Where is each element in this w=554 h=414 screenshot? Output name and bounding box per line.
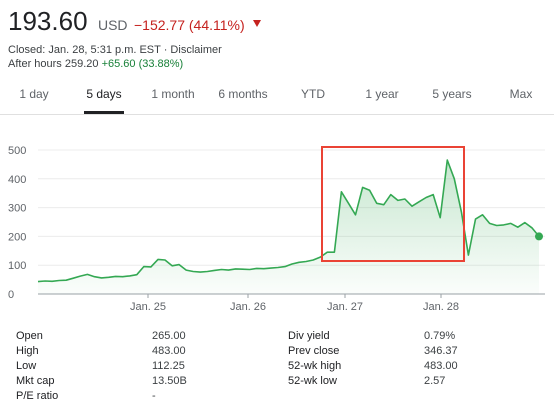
stat-label: P/E ratio	[16, 390, 59, 402]
stat-value: -	[152, 390, 156, 402]
x-tick-label: Jan. 28	[423, 301, 459, 313]
price-chart: 500 400 300 200 100 0 Jan. 25 Jan. 26 Jan. 27 Jan…	[8, 145, 545, 313]
down-arrow-icon	[253, 20, 262, 28]
price-line	[37, 159, 540, 283]
stat-value: 483.00	[152, 345, 186, 357]
x-tick-label: Jan. 26	[230, 301, 266, 313]
stat-value: 483.00	[424, 360, 458, 372]
closed-info: Closed: Jan. 28, 5:31 p.m. EST · Disclai…	[8, 44, 222, 56]
tab-label: 1 year	[365, 87, 399, 101]
y-tick-label: 500	[8, 145, 26, 157]
quote-header: 193.60 USD −152.77 (44.11%)	[8, 6, 262, 37]
stat-value: 0.79%	[424, 330, 456, 342]
currency: USD	[97, 17, 128, 33]
y-tick-label: 100	[8, 260, 26, 272]
after-hours-change: +65.60 (33.88%)	[101, 58, 184, 70]
tab-5-days[interactable]: 5 days	[70, 84, 138, 114]
stat-value: 2.57	[424, 375, 446, 387]
tab-1-year[interactable]: 1 year	[348, 84, 416, 114]
y-tick-label: 0	[8, 289, 14, 301]
tabs-divider	[0, 114, 554, 115]
tab-1-month[interactable]: 1 month	[139, 84, 207, 114]
stat-value: 265.00	[152, 330, 186, 342]
stat-label: Div yield	[288, 330, 330, 342]
tab-ytd[interactable]: YTD	[279, 84, 347, 114]
tab-label: 1 day	[19, 87, 49, 101]
after-hours-info: After hours 259.20 +65.60 (33.88%)	[8, 58, 183, 70]
price-change: −152.77 (44.11%)	[134, 17, 245, 33]
y-tick-label: 400	[8, 174, 26, 186]
tab-max[interactable]: Max	[487, 84, 554, 114]
stat-label: 52-wk high	[288, 360, 342, 372]
tab-label: 5 years	[432, 87, 472, 101]
tab-label: YTD	[301, 87, 325, 101]
stat-label: Low	[16, 360, 37, 372]
stat-label: 52-wk low	[288, 375, 337, 387]
tab-5-years[interactable]: 5 years	[418, 84, 486, 114]
tab-label: 1 month	[151, 87, 195, 101]
tab-label: Max	[509, 87, 533, 101]
stat-label: Mkt cap	[16, 375, 55, 387]
current-price: 193.60	[8, 6, 88, 36]
tab-label: 5 days	[86, 87, 122, 101]
after-hours-label: After hours 259.20	[8, 58, 99, 70]
stat-label: High	[16, 345, 39, 357]
time-range-tabs: 1 day 5 days 1 month 6 months YTD 1 year 5 yea…	[0, 84, 554, 114]
current-price-dot	[535, 232, 543, 241]
y-tick-label: 300	[8, 203, 26, 215]
active-tab-indicator	[84, 111, 124, 114]
stat-value: 346.37	[424, 345, 458, 357]
highlight-box	[321, 146, 465, 262]
stat-value: 112.25	[152, 360, 185, 372]
y-tick-label: 200	[8, 231, 26, 243]
tab-6-months[interactable]: 6 months	[209, 84, 277, 114]
tab-1-day[interactable]: 1 day	[0, 84, 68, 114]
tab-label: 6 months	[218, 87, 268, 101]
stat-value: 13.50B	[152, 375, 187, 387]
stat-label: Open	[16, 330, 43, 342]
x-tick-label: Jan. 25	[130, 301, 166, 313]
x-tick-label: Jan. 27	[327, 301, 363, 313]
stat-label: Prev close	[288, 345, 340, 357]
